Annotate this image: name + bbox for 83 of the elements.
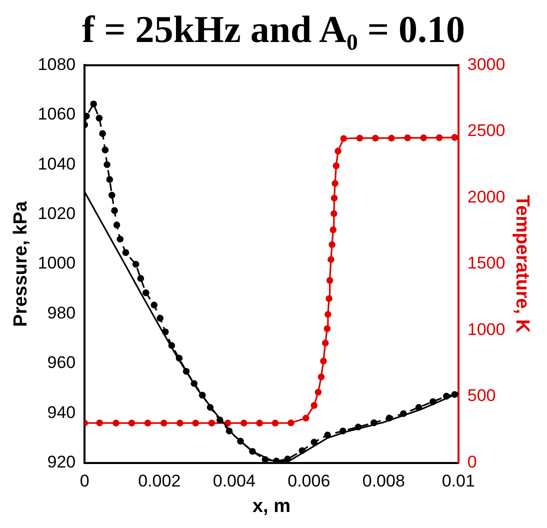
point (111, 207, 118, 214)
point (113, 222, 120, 228)
point (330, 194, 338, 202)
y-axis-title: Pressure, kPa (10, 200, 32, 327)
y-tick-label: 1000 (38, 254, 76, 273)
point (328, 256, 334, 263)
point (388, 134, 395, 142)
point (150, 302, 158, 308)
point (318, 374, 325, 380)
y2-tick-label: 2500 (467, 121, 506, 140)
point (326, 295, 332, 302)
y-tick-label: 920 (47, 452, 76, 472)
point (310, 402, 318, 409)
y2-tick-label: 500 (467, 386, 496, 406)
point (302, 414, 310, 422)
point (324, 432, 331, 438)
point (104, 161, 110, 168)
point (144, 420, 152, 426)
point (288, 420, 294, 426)
point (137, 275, 144, 282)
point (328, 241, 336, 248)
point (156, 314, 164, 322)
point (240, 420, 248, 426)
point (224, 420, 232, 426)
chart-title: f = 25kHz and A₀ = 0.10 (80, 8, 466, 52)
y-tick-label: 1060 (38, 104, 76, 124)
point (332, 180, 338, 187)
y-tick-label: 1080 (38, 54, 76, 74)
x-tick-label: 0.01 (442, 472, 475, 491)
point (106, 176, 114, 183)
point (208, 420, 216, 426)
point (436, 134, 443, 142)
point (108, 192, 116, 199)
point (90, 100, 97, 108)
point (160, 420, 168, 426)
y-tick-label: 940 (47, 402, 76, 422)
y2-tick-label: 3000 (467, 54, 506, 74)
point (176, 420, 184, 426)
point (320, 358, 327, 364)
y2-tick-label: 1000 (467, 320, 506, 339)
point (330, 210, 338, 218)
point (142, 289, 150, 296)
y2-tick-label: 2000 (467, 187, 506, 206)
point (372, 134, 379, 142)
point (340, 135, 348, 142)
x-tick-label: 0.008 (362, 472, 405, 491)
point (420, 134, 428, 142)
point (404, 134, 411, 142)
point (96, 420, 103, 426)
point (356, 134, 364, 142)
x-axis-title: x, m (252, 496, 291, 517)
point (334, 148, 342, 154)
point (96, 114, 103, 122)
point (112, 420, 120, 426)
x-tick-label: 0.004 (212, 472, 256, 491)
y2-tick-label: 0 (467, 452, 477, 472)
x-tick-label: 0.006 (288, 472, 330, 491)
point (451, 134, 458, 141)
point (322, 340, 329, 346)
x-tick-label: 0.002 (138, 472, 181, 491)
point (122, 249, 130, 256)
y-tick-label: 1020 (38, 204, 76, 223)
point (116, 236, 124, 243)
point (330, 226, 337, 234)
y-tick-label: 980 (47, 303, 76, 322)
point (128, 420, 136, 426)
y-tick-label: 960 (47, 353, 76, 372)
point (256, 420, 263, 426)
point (314, 388, 322, 396)
y2-tick-label: 1500 (467, 254, 506, 273)
point (102, 146, 109, 154)
point (326, 277, 334, 284)
y-tick-label: 1040 (38, 154, 76, 174)
point (324, 325, 331, 332)
point (310, 438, 318, 446)
point (324, 310, 332, 318)
point (192, 420, 200, 426)
point (332, 162, 340, 170)
point (272, 420, 279, 426)
point (132, 260, 140, 268)
point (99, 130, 106, 137)
y2-axis-title: Temperature, K (511, 195, 532, 334)
x-tick-label: 0 (80, 472, 90, 491)
